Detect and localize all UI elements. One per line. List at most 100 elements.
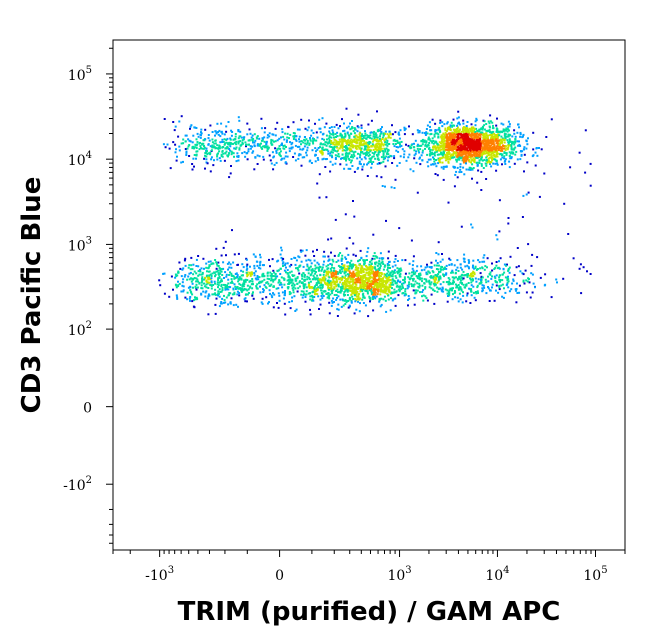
event-dot: [373, 130, 376, 133]
event-dot: [309, 274, 312, 277]
event-dot: [164, 146, 167, 149]
event-dot: [326, 296, 329, 299]
event-dot: [261, 139, 264, 142]
event-dot: [342, 140, 345, 143]
event-dot: [242, 136, 245, 139]
event-dot: [200, 134, 202, 137]
event-dot: [459, 136, 462, 139]
event-dot: [333, 148, 336, 150]
event-dot: [501, 295, 504, 298]
event-dot: [316, 261, 319, 264]
event-dot: [304, 254, 307, 257]
event-dot: [349, 139, 352, 142]
event-dot: [464, 139, 467, 142]
event-dot: [315, 139, 318, 142]
event-dot: [342, 283, 345, 286]
event-dot: [190, 280, 193, 283]
event-dot: [487, 151, 490, 154]
event-dot: [251, 139, 254, 142]
event-dot: [346, 131, 349, 134]
event-dot: [350, 259, 353, 262]
event-dot: [483, 268, 486, 271]
event-dot: [474, 132, 476, 135]
event-dot: [349, 128, 352, 131]
event-dot: [381, 261, 384, 263]
event-dot: [207, 267, 210, 270]
event-dot: [201, 147, 204, 150]
event-dot: [310, 262, 313, 265]
event-dot: [388, 143, 391, 145]
event-dot: [263, 140, 266, 143]
event-dot: [455, 276, 457, 279]
event-dot: [448, 126, 451, 129]
event-dot: [495, 138, 498, 141]
event-dot: [486, 151, 489, 154]
event-dot: [391, 162, 394, 164]
event-dot: [182, 285, 185, 288]
event-dot: [306, 278, 309, 281]
event-dot: [221, 286, 224, 289]
event-dot: [435, 149, 438, 152]
event-dot: [397, 150, 400, 153]
event-dot: [412, 260, 415, 263]
event-dot: [305, 143, 308, 146]
event-dot: [375, 295, 378, 298]
event-dot: [435, 129, 438, 132]
event-dot: [189, 271, 192, 274]
event-dot: [199, 147, 202, 149]
event-dot: [240, 289, 243, 292]
event-dot: [279, 281, 282, 284]
event-dot: [334, 156, 337, 159]
event-dot: [178, 149, 181, 152]
event-dot: [206, 150, 208, 153]
event-dot: [465, 142, 468, 145]
event-dot: [369, 136, 372, 139]
event-dot: [289, 292, 292, 295]
event-dot: [241, 152, 244, 155]
event-dot: [415, 161, 418, 164]
event-dot: [372, 309, 375, 312]
event-dot: [224, 152, 227, 155]
event-dot: [513, 143, 516, 146]
event-dot: [323, 271, 326, 274]
event-dot: [360, 151, 363, 154]
event-dot: [534, 286, 536, 289]
event-dot: [293, 152, 296, 155]
event-dot: [172, 121, 175, 123]
event-dot: [366, 250, 369, 253]
event-dot: [481, 290, 484, 293]
event-dot: [493, 138, 495, 140]
event-dot: [344, 135, 347, 138]
event-dot: [385, 285, 388, 288]
event-dot: [502, 123, 505, 126]
event-dot: [328, 139, 331, 142]
event-dot: [438, 160, 441, 163]
event-dot: [401, 285, 404, 287]
event-dot: [325, 272, 328, 275]
event-dot: [196, 298, 199, 301]
event-dot: [327, 294, 330, 297]
event-dot: [215, 270, 218, 273]
event-dot: [254, 156, 257, 159]
event-dot: [370, 119, 373, 122]
event-dot: [432, 140, 435, 142]
event-dot: [309, 159, 312, 162]
event-dot: [331, 156, 334, 159]
event-dot: [353, 294, 356, 297]
event-dot: [397, 141, 399, 144]
event-dot: [467, 155, 470, 158]
event-dot: [318, 308, 320, 310]
event-dot: [503, 157, 506, 160]
event-dot: [357, 273, 360, 276]
event-dot: [301, 275, 304, 278]
event-dot: [330, 141, 333, 144]
event-dot: [475, 151, 478, 154]
event-dot: [502, 128, 505, 131]
event-dot: [467, 149, 470, 152]
event-dot: [389, 282, 392, 285]
event-dot: [342, 130, 345, 133]
event-dot: [219, 281, 222, 284]
event-dot: [352, 287, 355, 290]
event-dot: [483, 139, 486, 142]
event-dot: [218, 145, 221, 148]
